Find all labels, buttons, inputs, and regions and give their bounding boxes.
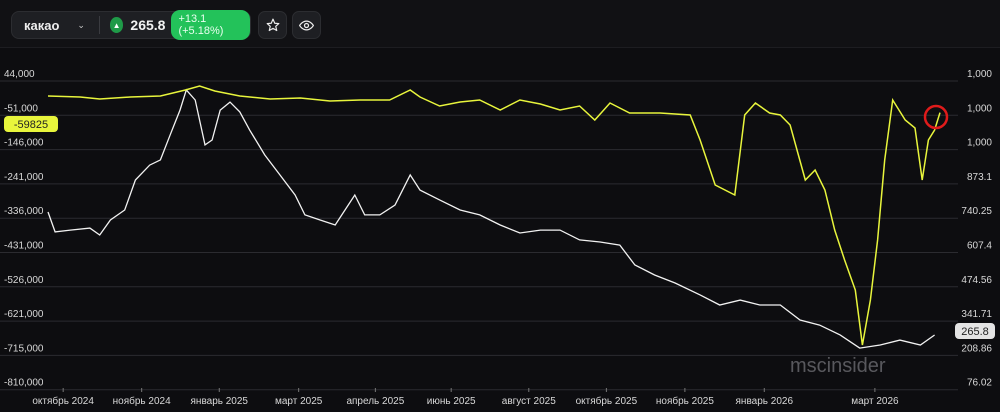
x-axis-tick-label: октябрь 2025 xyxy=(576,395,638,407)
triangle-up-icon: ▲ xyxy=(109,17,124,33)
svg-text:-59825: -59825 xyxy=(14,119,48,131)
left-axis-tick: -715,000 xyxy=(4,343,44,354)
x-axis-tick-label: январь 2025 xyxy=(191,396,249,407)
left-axis-tick: -146,000 xyxy=(4,138,44,149)
right-axis-tick: 1,000 xyxy=(967,138,992,149)
series-yellow-line xyxy=(47,85,941,346)
right-axis-tick: 607.4 xyxy=(967,241,992,252)
watch-button[interactable] xyxy=(292,11,321,39)
eye-icon xyxy=(299,19,314,31)
left-axis-tick: -431,000 xyxy=(4,241,44,252)
divider xyxy=(98,16,100,34)
current-price: 265.8 xyxy=(130,17,166,33)
series-white-line xyxy=(47,88,935,349)
x-axis-tick-label: ноябрь 2025 xyxy=(656,395,714,407)
ticker-pill: какао ⌄ ▲ 265.8 +13.1 (+5.18%) xyxy=(11,10,251,40)
right-axis-tick: 1,000 xyxy=(967,69,992,80)
x-axis-tick-label: август 2025 xyxy=(502,396,556,407)
right-axis-tick: 740.25 xyxy=(961,206,992,217)
x-axis-tick-label: октябрь 2024 xyxy=(32,395,94,407)
toolbar: какао ⌄ ▲ 265.8 +13.1 (+5.18%) xyxy=(0,0,1000,48)
x-axis-tick-label: март 2026 xyxy=(851,396,899,407)
right-axis-tick: 1,000 xyxy=(967,103,992,114)
left-axis-tick: -621,000 xyxy=(4,309,44,320)
price-change-badge: +13.1 (+5.18%) xyxy=(171,10,250,40)
left-axis-tick: -526,000 xyxy=(4,275,44,286)
chart[interactable]: 44,000 -51,000 -146,000 -241,000 -336,000 -43… xyxy=(0,48,1000,412)
x-axis-tick-label: апрель 2025 xyxy=(346,396,404,407)
left-axis-tick: -241,000 xyxy=(4,172,44,183)
svg-text:265.8: 265.8 xyxy=(961,326,989,338)
favorite-button[interactable] xyxy=(258,11,287,39)
x-axis-tick-label: ноябрь 2024 xyxy=(113,395,171,407)
right-axis-tick: 474.56 xyxy=(961,275,992,286)
right-last-value-badge: 265.8 xyxy=(955,323,995,339)
highlight-circle xyxy=(923,104,949,130)
x-axis-tick-label: январь 2026 xyxy=(736,396,794,407)
right-axis-tick: 341.71 xyxy=(961,309,992,320)
chevron-down-icon[interactable]: ⌄ xyxy=(77,19,85,30)
left-axis-tick: -336,000 xyxy=(4,206,44,217)
right-axis-tick: 873.1 xyxy=(967,172,992,183)
left-last-value-badge: -59825 xyxy=(4,116,58,132)
x-axis-tick-label: июнь 2025 xyxy=(427,396,476,407)
star-icon xyxy=(266,18,279,32)
right-axis-tick: 208.86 xyxy=(961,343,992,354)
left-axis-tick: 44,000 xyxy=(4,69,35,80)
watermark: mscinsider xyxy=(790,355,886,377)
x-axis-tick-label: март 2025 xyxy=(275,396,323,407)
symbol-selector[interactable]: какао xyxy=(24,17,60,33)
right-axis-tick: 76.02 xyxy=(967,378,992,389)
left-axis-tick: -810,000 xyxy=(4,378,44,389)
left-axis-tick: -51,000 xyxy=(4,103,38,114)
